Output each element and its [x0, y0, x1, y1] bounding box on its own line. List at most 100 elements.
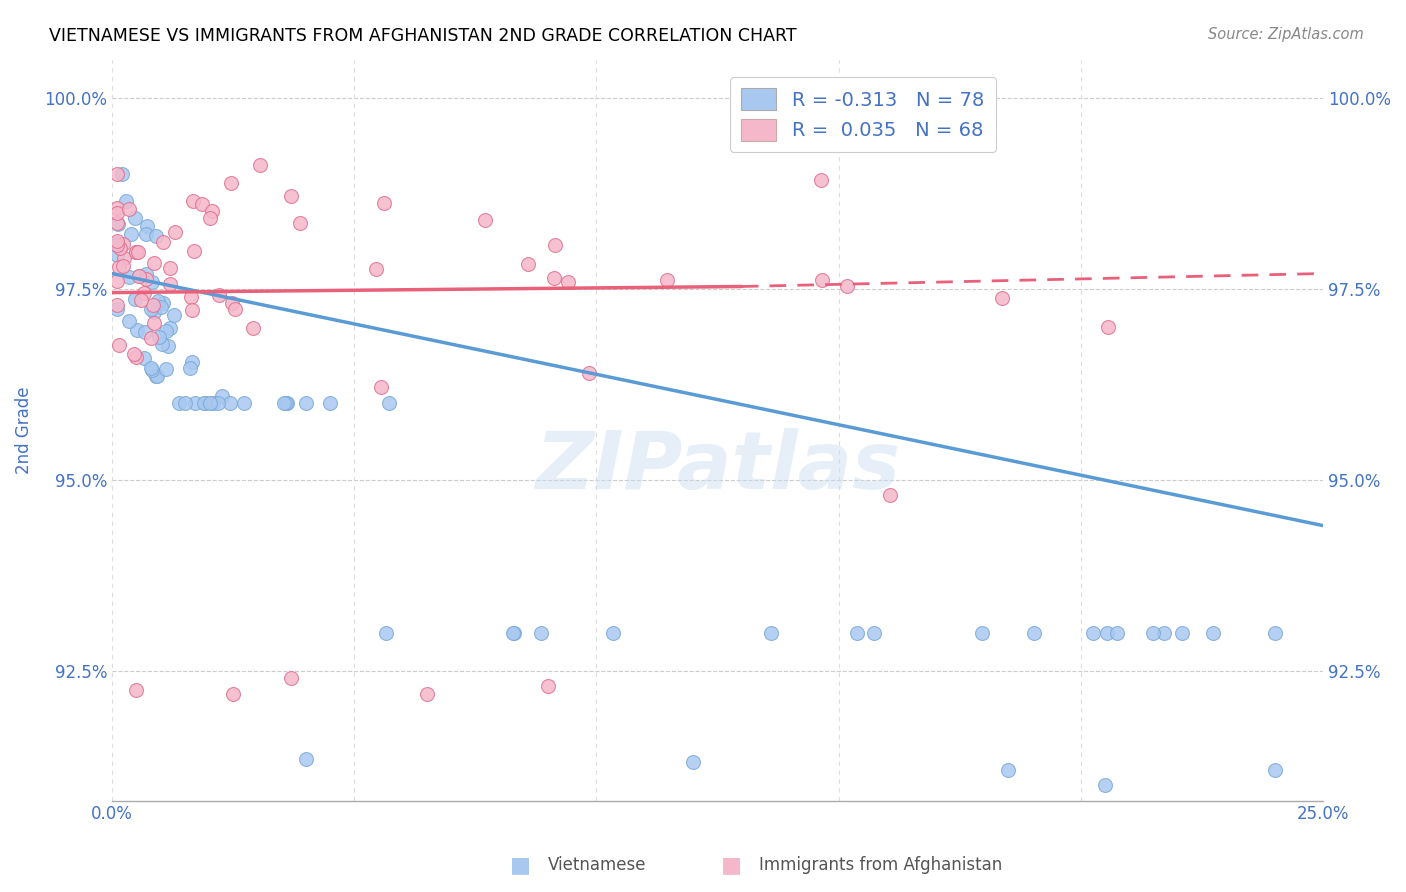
Point — [142, 304, 165, 318]
Point — [107, 205, 129, 219]
Point — [1153, 625, 1175, 640]
Point — [1142, 625, 1164, 640]
Text: VIETNAMESE VS IMMIGRANTS FROM AFGHANISTAN 2ND GRADE CORRELATION CHART: VIETNAMESE VS IMMIGRANTS FROM AFGHANISTA… — [49, 27, 797, 45]
Point — [112, 237, 135, 252]
Point — [602, 625, 624, 640]
Point — [118, 202, 141, 216]
Point — [180, 290, 202, 304]
Point — [135, 219, 157, 233]
Point — [1264, 763, 1286, 777]
Point — [280, 672, 302, 686]
Point — [990, 291, 1012, 305]
Point — [132, 351, 155, 366]
Point — [190, 197, 212, 211]
Point — [846, 625, 869, 640]
Point — [125, 244, 148, 259]
Point — [108, 241, 131, 255]
Point — [373, 196, 395, 211]
Point — [143, 255, 166, 269]
Point — [578, 367, 600, 381]
Point — [319, 396, 342, 410]
Point — [207, 396, 229, 410]
Point — [141, 276, 163, 290]
Point — [294, 751, 316, 765]
Point — [208, 288, 231, 302]
Point — [134, 325, 156, 339]
Point — [145, 228, 167, 243]
Point — [159, 321, 181, 335]
Point — [682, 756, 704, 770]
Point — [1022, 625, 1045, 640]
Point — [135, 272, 157, 286]
Point — [1107, 625, 1129, 640]
Point — [537, 679, 560, 693]
Point — [224, 301, 246, 316]
Point — [135, 227, 157, 242]
Point — [105, 216, 128, 230]
Point — [141, 331, 163, 345]
Point — [118, 314, 141, 328]
Point — [122, 346, 145, 360]
Point — [107, 217, 129, 231]
Point — [163, 225, 186, 239]
Point — [142, 317, 165, 331]
Point — [115, 194, 138, 209]
Point — [163, 308, 186, 322]
Point — [125, 323, 148, 337]
Point — [174, 396, 197, 410]
Point — [879, 487, 901, 501]
Point — [111, 167, 134, 181]
Text: Immigrants from Afghanistan: Immigrants from Afghanistan — [759, 856, 1002, 874]
Point — [366, 261, 388, 276]
Point — [155, 324, 177, 338]
Point — [474, 212, 496, 227]
Point — [221, 296, 243, 310]
Point — [105, 202, 128, 216]
Legend: R = -0.313   N = 78, R =  0.035   N = 68: R = -0.313 N = 78, R = 0.035 N = 68 — [730, 77, 995, 153]
Point — [276, 396, 298, 410]
Point — [997, 763, 1019, 777]
Point — [375, 625, 398, 640]
Point — [139, 301, 162, 316]
Point — [972, 625, 994, 640]
Point — [124, 292, 146, 306]
Point — [141, 362, 163, 376]
Text: Source: ZipAtlas.com: Source: ZipAtlas.com — [1208, 27, 1364, 42]
Point — [159, 277, 181, 292]
Point — [761, 625, 783, 640]
Point — [108, 260, 131, 274]
Point — [862, 625, 884, 640]
Point — [516, 257, 538, 271]
Point — [117, 269, 139, 284]
Point — [155, 361, 177, 376]
Point — [179, 360, 201, 375]
Text: Vietnamese: Vietnamese — [548, 856, 647, 874]
Point — [249, 158, 271, 172]
Point — [114, 251, 136, 265]
Point — [180, 303, 202, 318]
Point — [233, 396, 256, 410]
Point — [159, 260, 181, 275]
Point — [835, 279, 858, 293]
Point — [193, 396, 215, 410]
Point — [1097, 319, 1119, 334]
Text: ZIPatlas: ZIPatlas — [536, 428, 900, 506]
Point — [198, 396, 221, 410]
Point — [280, 189, 302, 203]
Point — [1264, 625, 1286, 640]
Point — [276, 396, 298, 410]
Point — [502, 625, 524, 640]
Point — [148, 330, 170, 344]
Point — [503, 625, 526, 640]
Point — [370, 380, 392, 394]
Point — [129, 293, 152, 308]
Point — [378, 396, 401, 410]
Point — [1083, 625, 1105, 640]
Point — [134, 285, 156, 300]
Point — [543, 271, 565, 285]
Point — [242, 321, 264, 335]
Point — [128, 268, 150, 283]
Point — [105, 236, 128, 251]
Point — [124, 211, 146, 225]
Point — [295, 396, 318, 410]
